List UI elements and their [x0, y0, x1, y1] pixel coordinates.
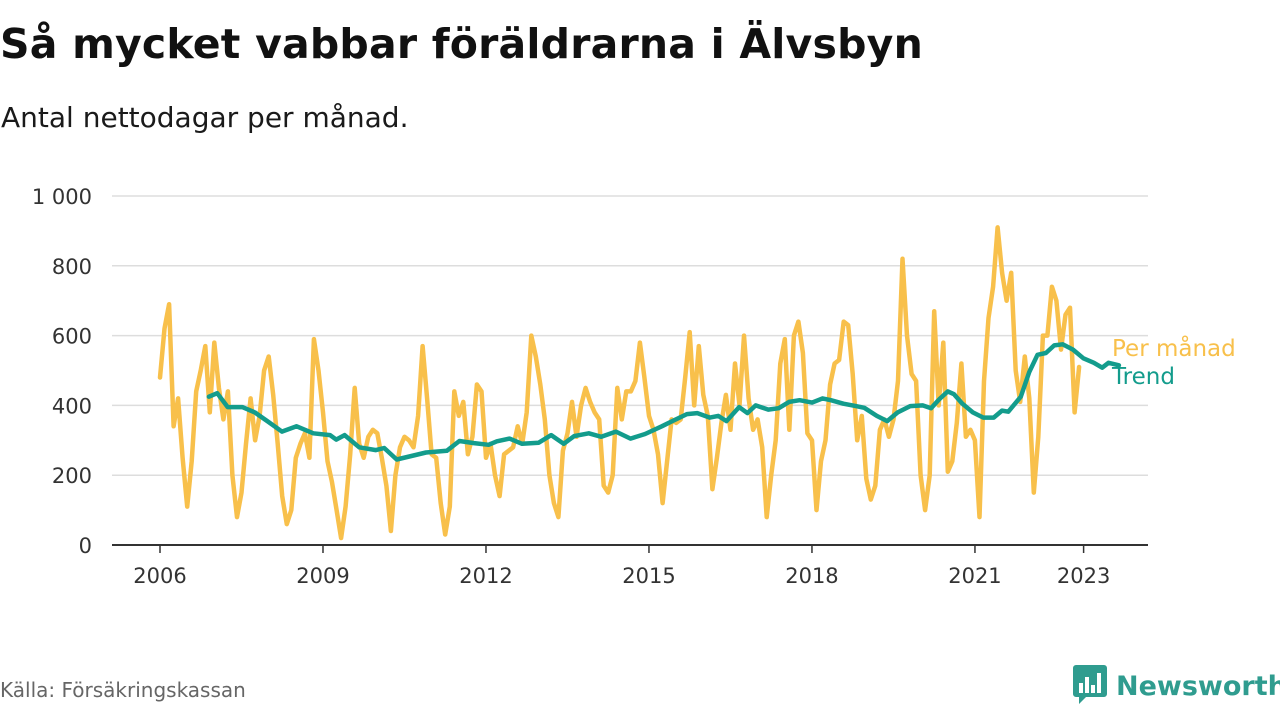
- legend-per-manad: Per månad: [1112, 334, 1236, 362]
- source-note: Källa: Försäkringskassan: [0, 678, 246, 702]
- series-line-per-manad: [157, 225, 1082, 541]
- y-tick-label: 600: [52, 325, 92, 349]
- x-tick-label: 2021: [948, 564, 1001, 588]
- y-tick-label: 0: [79, 534, 92, 558]
- legend-trend: Trend: [1111, 364, 1175, 390]
- y-tick-label: 200: [52, 464, 92, 488]
- y-tick-label: 800: [52, 255, 92, 279]
- y-tick-label: 1 000: [32, 185, 92, 209]
- brand-name: Newsworthy: [1116, 670, 1280, 702]
- y-tick-label: 400: [52, 394, 92, 418]
- series-line-trend: [206, 342, 1122, 462]
- x-tick-label: 2015: [622, 564, 675, 588]
- x-tick-label: 2009: [296, 564, 349, 588]
- x-tick-label: 2023: [1057, 564, 1110, 588]
- x-tick-label: 2006: [133, 564, 186, 588]
- x-tick-label: 2012: [459, 564, 512, 588]
- page-title: Så mycket vabbar föräldrarna i Älvsbyn: [0, 20, 923, 68]
- x-tick-label: 2018: [785, 564, 838, 588]
- brand-logo[interactable]: Newsworthy: [1072, 664, 1280, 708]
- bar-chart-speech-bubble-icon: [1072, 663, 1108, 709]
- page-subtitle: Antal nettodagar per månad.: [1, 101, 409, 134]
